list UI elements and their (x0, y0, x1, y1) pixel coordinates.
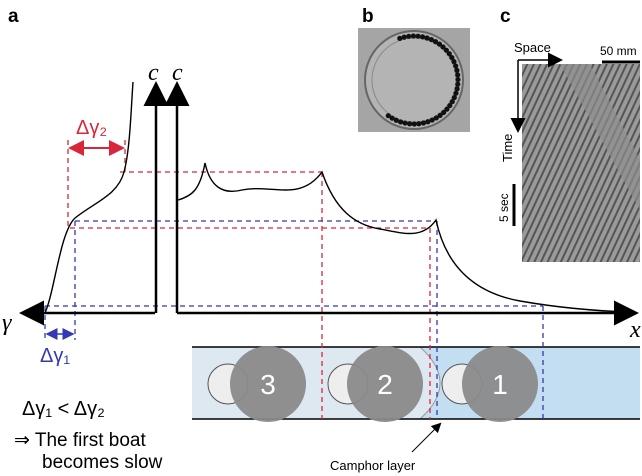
curves (44, 81, 629, 314)
scale-label: 5 sec (497, 193, 511, 222)
boat-label: 3 (260, 369, 276, 400)
dot (393, 117, 399, 123)
dot (453, 63, 459, 69)
boat-label: 1 (492, 369, 508, 400)
dot (440, 44, 446, 50)
dot (451, 59, 457, 65)
dot (455, 81, 461, 87)
dot (453, 90, 459, 96)
dot (424, 35, 430, 41)
dot (446, 51, 452, 57)
axes (19, 81, 639, 326)
dot (454, 67, 460, 73)
annotation: becomes slow (42, 452, 163, 473)
axis-label: x (629, 317, 641, 343)
annotation: Δγ₁ (40, 345, 70, 367)
dot (420, 120, 427, 126)
dot (429, 117, 435, 123)
dot (449, 54, 455, 61)
guides (44, 140, 544, 419)
photo-b (358, 28, 470, 132)
label: Space (514, 40, 551, 55)
axis-label: c (148, 60, 159, 86)
dot (415, 33, 421, 39)
dot (401, 34, 407, 40)
axis-label: c (172, 60, 183, 86)
dot (398, 119, 404, 125)
annotation: ⇒ The first boat (14, 430, 146, 451)
dot (454, 86, 460, 92)
dot (385, 113, 391, 119)
annotation: Camphor layer (330, 458, 416, 473)
dot (419, 34, 426, 40)
scale-label: 50 mm (600, 44, 637, 58)
boat-label: 2 (377, 369, 393, 400)
panel-label: b (362, 6, 374, 27)
dot (441, 109, 447, 116)
axis-label: γ (2, 310, 12, 336)
dot (437, 112, 443, 119)
dot (406, 33, 412, 39)
pointer (411, 422, 442, 453)
dot (443, 47, 449, 53)
dot (451, 94, 457, 101)
dot (449, 99, 455, 105)
dot (436, 41, 443, 47)
photo-c (510, 52, 640, 262)
annotation: Δγ₁ < Δγ₂ (22, 398, 105, 420)
label: Time (500, 134, 515, 162)
dot (428, 36, 434, 43)
dot (455, 72, 461, 78)
dot (389, 115, 395, 121)
dot (411, 121, 417, 127)
dot (416, 121, 422, 127)
channel (192, 346, 640, 422)
dot (402, 120, 408, 126)
panel-label: c (500, 6, 511, 27)
dot (447, 102, 453, 109)
dot (407, 121, 413, 127)
dot (397, 35, 403, 41)
dot (433, 115, 439, 121)
dot (410, 33, 416, 39)
dot (432, 39, 439, 45)
dot (444, 106, 450, 112)
dot (425, 119, 431, 125)
annotation: Δγ₂ (76, 117, 107, 139)
panel-label: a (8, 6, 19, 27)
dot (455, 76, 461, 83)
